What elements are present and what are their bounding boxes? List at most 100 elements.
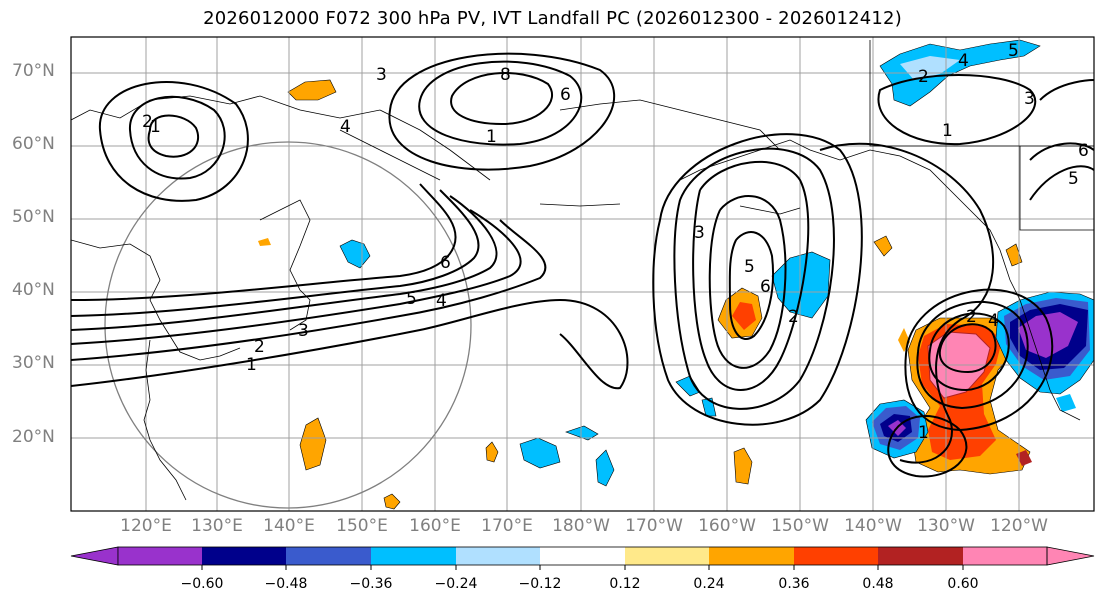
pv-label-okhotsk-1: 1	[486, 127, 497, 147]
pv-contour-trough-3	[728, 231, 775, 340]
pv-contour-siberia-low	[147, 114, 199, 158]
colorbar-swatch-8	[794, 547, 878, 565]
pv-contour-trough-4	[673, 147, 835, 410]
pv-contour-siberia-1	[128, 95, 226, 180]
colorbar-swatch-1	[202, 547, 286, 565]
lon-label-140e: 140°E	[263, 516, 315, 536]
shade-blue-tropical-c	[595, 449, 615, 487]
pv-contour-arctic-2	[1029, 79, 1094, 161]
pv-label-arctic-4: 4	[958, 51, 969, 71]
pv-contour-okhotsk-6	[388, 52, 616, 171]
colorbar-tick-3: −0.24	[434, 576, 478, 592]
pv-contour-jet-2	[71, 219, 547, 361]
pv-label-cutoff-2: 2	[966, 307, 977, 327]
pv-contour-labels: 1 2 3 4 5 6 8 1 2 3 4 5 6 1 2 3 4 5 6 1 …	[142, 41, 1089, 443]
pv-contour-jet-5	[71, 189, 480, 317]
shade-blue-japan	[339, 239, 371, 269]
pv-contour-jet-6	[71, 183, 457, 301]
colorbar-swatch-3	[371, 547, 456, 565]
pv-label-arctic-1: 1	[942, 121, 953, 141]
pv-contour-siberia-2	[98, 81, 249, 202]
colorbar-tick-9: 0.60	[947, 576, 979, 592]
lat-label-50: 50°N	[12, 207, 55, 227]
pv-contour-arctic-1	[877, 74, 1037, 146]
lon-label-170e: 170°E	[481, 516, 533, 536]
colorbar-tick-0: −0.60	[180, 576, 224, 592]
pv-label-siberia-2: 2	[142, 112, 153, 132]
pv-label-jet-2: 2	[254, 337, 265, 357]
shade-blue-central	[771, 251, 831, 319]
map-panel: 1 2 3 4 5 6 8 1 2 3 4 5 6 1 2 3 4 5 6 1 …	[71, 37, 1094, 511]
colorbar-tick-2: −0.36	[349, 576, 393, 592]
lon-label-170w: 170°W	[625, 516, 683, 536]
pv-label-ak-6: 6	[1078, 141, 1089, 161]
pv-label-okhotsk-3: 3	[376, 65, 387, 85]
graticule	[71, 37, 1094, 511]
lon-label-130w: 130°W	[917, 516, 975, 536]
pv-label-okhotsk-6: 6	[560, 85, 571, 105]
pv-contour-okhotsk-7	[418, 60, 583, 146]
colorbar-swatch-7	[709, 547, 794, 565]
colorbar-ticks	[201, 565, 964, 570]
pv-label-trough-3: 3	[694, 223, 705, 243]
colorbar	[70, 546, 1095, 570]
lon-label-150w: 150°W	[771, 516, 829, 536]
shade-orange-small-a	[383, 493, 401, 510]
map-frame	[70, 36, 1095, 512]
pv-label-trough-5: 5	[744, 257, 755, 277]
pv-contour-trough-5	[652, 133, 863, 426]
colorbar-swatch-0	[118, 547, 202, 565]
colorbar-swatch-4	[456, 547, 540, 565]
colorbar-swatch-6	[625, 547, 709, 565]
colorbar-max-arrow	[1046, 546, 1095, 566]
lon-label-120e: 120°E	[120, 516, 172, 536]
lon-label-160e: 160°E	[409, 516, 461, 536]
lat-label-40: 40°N	[12, 280, 55, 300]
pv-label-okhotsk-4: 4	[340, 117, 351, 137]
lat-label-20: 20°N	[12, 427, 55, 447]
pv-contour-jet-1	[71, 298, 629, 390]
pv-label-trough-2: 2	[788, 307, 799, 327]
shade-orange-small-d	[1016, 450, 1032, 466]
coastlines	[71, 40, 1094, 501]
lat-label-30: 30°N	[12, 353, 55, 373]
shade-light-arctic	[900, 56, 960, 80]
pv-contours	[71, 52, 1094, 478]
colorbar-tick-5: 0.12	[609, 576, 641, 592]
pv-label-arctic-3: 3	[1024, 89, 1035, 109]
pv-contour-trough-2	[708, 195, 787, 369]
colorbar-tick-6: 0.24	[693, 576, 725, 592]
pv-label-jet-6: 6	[440, 253, 451, 273]
colorbar-tick-8: 0.48	[862, 576, 894, 592]
shade-blue-tropical-a	[519, 437, 561, 469]
shade-orange-small-b	[485, 441, 499, 463]
shade-orange-hawaii	[733, 447, 753, 485]
pv-label-okhotsk-8: 8	[500, 65, 511, 85]
pv-label-cutoff-4: 4	[988, 311, 999, 331]
colorbar-frame	[117, 546, 1048, 566]
colorbar-swatch-10	[963, 547, 1047, 565]
reference-circle	[104, 141, 472, 509]
shade-blue-arctic	[879, 39, 1041, 107]
colorbar-tick-7: 0.36	[778, 576, 810, 592]
shade-blue-small-coast	[1056, 394, 1076, 412]
lon-label-180w: 180°W	[552, 516, 610, 536]
lat-label-70: 70°N	[12, 61, 55, 81]
pv-contour-jet-3	[71, 209, 522, 345]
colorbar-min-arrow	[70, 546, 119, 566]
colorbar-swatch-5	[540, 547, 625, 565]
lon-label-160w: 160°W	[698, 516, 756, 536]
lon-label-140w: 140°W	[844, 516, 902, 536]
colorbar-swatch-2	[286, 547, 371, 565]
colorbar-tick-1: −0.48	[264, 576, 308, 592]
pv-contour-cutoff-2	[928, 312, 1010, 392]
shade-orange-philippine-sea	[299, 417, 327, 471]
pv-label-jet-3: 3	[298, 321, 309, 341]
pv-label-siberia-1: 1	[150, 117, 161, 137]
pv-label-jet-1: 1	[246, 355, 257, 375]
pv-contour-cutoff-3	[916, 301, 1029, 410]
shade-orange-west-coast	[1005, 243, 1023, 267]
pv-label-jet-4: 4	[436, 291, 447, 311]
pv-label-arctic-2: 2	[918, 67, 929, 87]
